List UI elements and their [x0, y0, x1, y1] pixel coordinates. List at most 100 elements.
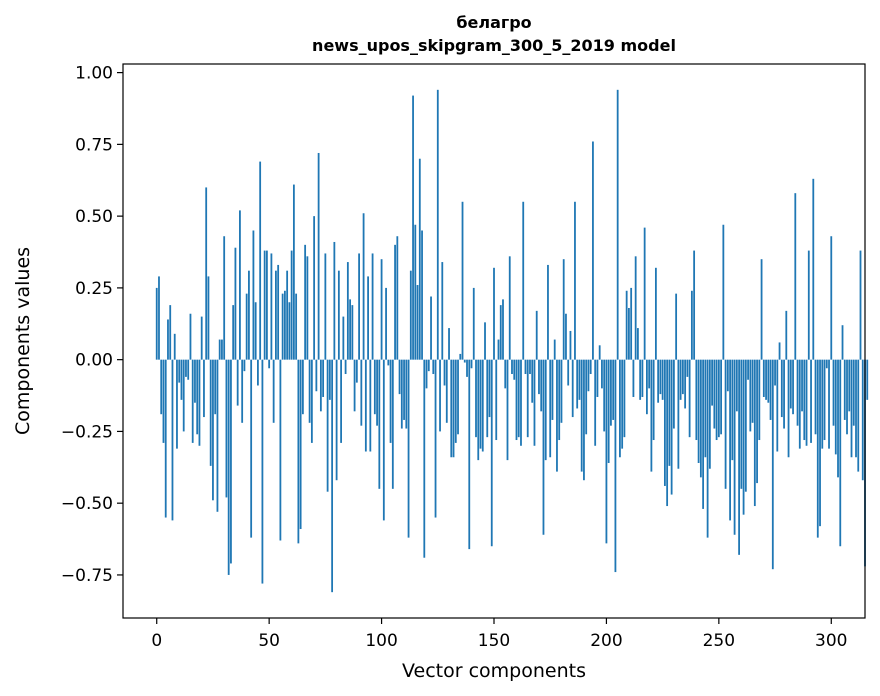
bar — [603, 359, 606, 432]
bar — [857, 359, 860, 472]
bar — [506, 359, 509, 461]
bar — [576, 359, 579, 409]
bar — [758, 359, 761, 441]
bar — [711, 359, 713, 406]
bar — [346, 262, 349, 360]
bar — [852, 359, 855, 426]
bar — [549, 359, 552, 458]
bar — [733, 359, 736, 535]
bar — [409, 270, 412, 360]
bar — [751, 359, 754, 423]
bar — [173, 333, 176, 360]
bar — [837, 359, 839, 478]
bar — [668, 359, 671, 466]
bar — [376, 359, 378, 426]
bar — [585, 359, 588, 435]
bar — [216, 359, 219, 512]
bar — [387, 359, 390, 366]
bar — [223, 236, 226, 360]
bar — [706, 359, 709, 538]
bar — [839, 359, 842, 547]
bar — [304, 244, 307, 360]
bar — [250, 359, 253, 538]
bar — [592, 141, 594, 360]
bar — [457, 359, 459, 435]
bar — [553, 339, 556, 360]
bar — [621, 359, 624, 449]
bar — [789, 359, 792, 409]
bar — [542, 359, 545, 535]
bar — [672, 359, 675, 429]
bar — [619, 359, 621, 458]
bar — [385, 287, 387, 360]
bar — [688, 359, 691, 438]
bar — [821, 359, 824, 449]
bar — [362, 213, 365, 360]
bar — [612, 359, 615, 420]
bar — [565, 313, 567, 360]
bar — [729, 359, 731, 521]
bar — [657, 359, 660, 403]
bar — [308, 359, 311, 423]
bar — [825, 359, 828, 369]
chart-subtitle: news_upos_skipgram_300_5_2019 model — [312, 36, 676, 55]
bar — [373, 359, 376, 415]
bar — [493, 267, 495, 360]
bar — [675, 293, 678, 360]
bar — [848, 359, 851, 412]
bar — [861, 359, 864, 481]
x-tick-label: 200 — [590, 631, 622, 651]
bar — [295, 293, 298, 360]
bar — [230, 359, 232, 564]
bar — [207, 276, 210, 360]
bar — [382, 359, 385, 521]
bar — [792, 359, 794, 415]
bar — [583, 359, 585, 481]
bar — [176, 359, 178, 449]
bar — [288, 302, 291, 360]
bar — [239, 210, 241, 360]
bar — [504, 359, 507, 389]
bar — [679, 359, 682, 400]
bar — [310, 359, 313, 443]
bar — [328, 359, 331, 400]
bar — [421, 230, 423, 360]
y-axis: 1.00 0.75 0.50 0.25 0.00 −0.25 −0.50 −0.75 — [61, 64, 123, 586]
bar — [155, 287, 158, 360]
bar — [625, 290, 628, 360]
bar — [412, 95, 414, 360]
bar — [807, 250, 810, 360]
bar — [427, 359, 430, 372]
bar — [529, 359, 531, 375]
bar — [187, 359, 190, 380]
bar — [666, 359, 669, 507]
bar — [178, 359, 181, 383]
bar — [360, 359, 363, 426]
bar — [812, 178, 815, 360]
bar — [796, 359, 799, 426]
bar — [248, 270, 250, 360]
bar — [227, 359, 230, 575]
bar — [735, 359, 738, 412]
bar — [663, 359, 666, 486]
bar — [475, 359, 477, 438]
bar — [535, 310, 538, 360]
y-tick-label: 0.50 — [75, 207, 113, 227]
bar — [337, 270, 340, 360]
x-tick-label: 250 — [703, 631, 735, 651]
bar — [198, 359, 201, 446]
bar — [162, 359, 165, 443]
bar — [371, 253, 374, 360]
bar — [470, 359, 473, 369]
bar — [850, 359, 853, 458]
bar — [670, 359, 673, 495]
bar — [481, 359, 484, 452]
bar — [441, 262, 444, 360]
bar — [443, 359, 446, 386]
bar — [695, 359, 698, 441]
bar — [605, 359, 608, 544]
bar — [810, 359, 812, 443]
chart-title: белагро — [456, 13, 531, 32]
bar — [286, 270, 289, 360]
bar — [562, 259, 565, 360]
